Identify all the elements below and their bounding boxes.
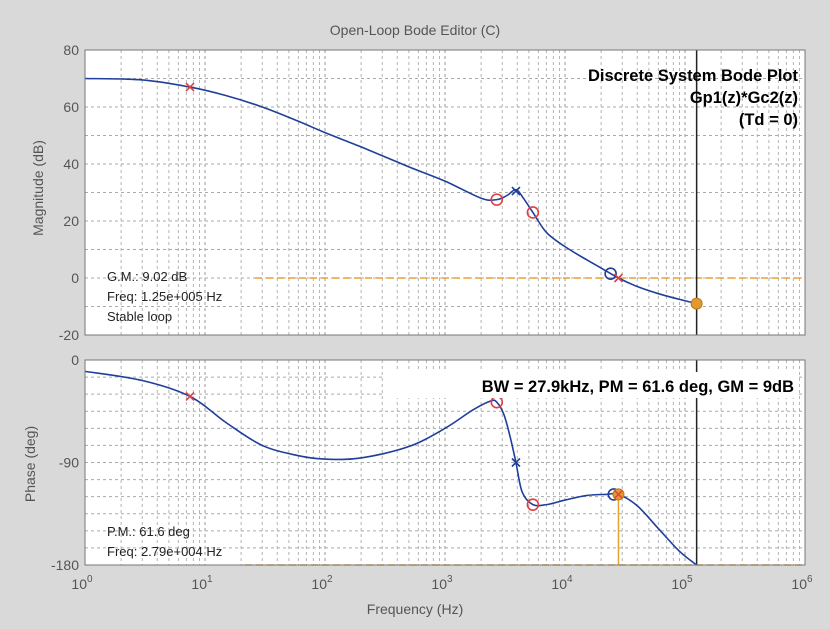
pole-marker-stroke bbox=[511, 186, 521, 196]
ytick-label: 0 bbox=[71, 352, 79, 368]
panel-phase: 0 -90 -180 BW = 27.9kHz, PM = 61.6 deg, GM … bbox=[51, 352, 813, 592]
xtick-label: 101 bbox=[191, 574, 213, 592]
plot-border bbox=[84, 359, 806, 566]
gain-margin-info: Freq: 1.25e+005 Hz bbox=[107, 289, 222, 304]
pole-marker-stroke bbox=[185, 391, 195, 402]
gain-margin-marker bbox=[690, 297, 703, 310]
zero-marker bbox=[490, 193, 504, 206]
pole-marker bbox=[613, 273, 624, 283]
ytick-label: 40 bbox=[63, 156, 79, 172]
plot-border bbox=[84, 49, 806, 336]
pole-marker bbox=[511, 186, 521, 196]
frequency-axis-label: Frequency (Hz) bbox=[366, 601, 464, 617]
phase-margin-info: P.M.: 61.6 deg bbox=[107, 524, 190, 539]
gain-margin-info: Stable loop bbox=[107, 309, 172, 324]
ytick-label: -20 bbox=[59, 327, 79, 343]
annotation-text: (Td = 0) bbox=[739, 111, 798, 129]
ytick-label: 60 bbox=[63, 99, 79, 115]
pole-marker bbox=[185, 82, 195, 92]
xtick-label: 105 bbox=[671, 574, 693, 592]
pole-marker bbox=[511, 457, 521, 468]
panel-magnitude: 80 60 40 20 0 -20 Discrete System Bode Plot Gp1… bbox=[59, 42, 806, 343]
annotation-background bbox=[385, 372, 797, 398]
window-title: Open-Loop Bode Editor (C) bbox=[329, 22, 501, 38]
xtick-label: 106 bbox=[791, 574, 813, 592]
annotation-text: Discrete System Bode Plot bbox=[588, 67, 798, 85]
zero-marker bbox=[604, 267, 617, 281]
xtick-label: 100 bbox=[71, 574, 93, 592]
xtick-label: 103 bbox=[431, 574, 453, 592]
pole-marker bbox=[185, 391, 195, 402]
ytick-label: -90 bbox=[59, 455, 79, 471]
gain-margin-info: G.M.: 9.02 dB bbox=[107, 269, 187, 284]
pole-marker-stroke bbox=[185, 82, 195, 92]
zero-marker bbox=[526, 206, 540, 219]
ytick-label: -180 bbox=[51, 557, 79, 573]
phase-margin-info: Freq: 2.79e+004 Hz bbox=[107, 544, 222, 559]
phase-margin-marker-cross bbox=[613, 489, 623, 499]
pole-marker-stroke bbox=[511, 457, 521, 468]
xtick-label: 102 bbox=[311, 574, 333, 592]
zero-marker bbox=[526, 498, 540, 511]
annotation-text: Gp1(z)*Gc2(z) bbox=[690, 89, 798, 107]
annotation-text: BW = 27.9kHz, PM = 61.6 deg, GM = 9dB bbox=[482, 378, 794, 396]
ytick-label: 80 bbox=[63, 42, 79, 58]
ytick-label: 0 bbox=[71, 270, 79, 286]
ytick-label: 20 bbox=[63, 213, 79, 229]
pole-marker-stroke bbox=[613, 273, 624, 283]
xtick-label: 104 bbox=[551, 574, 573, 592]
